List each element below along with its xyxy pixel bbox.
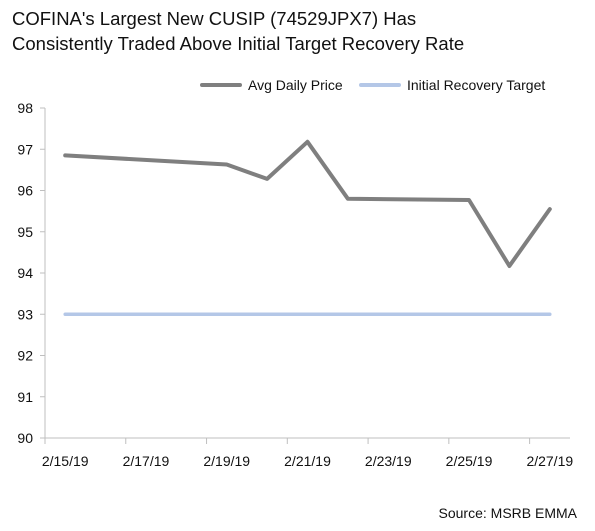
y-tick-label: 90 — [17, 430, 33, 446]
chart-title: COFINA's Largest New CUSIP (74529JPX7) H… — [12, 8, 465, 54]
y-tick-label: 97 — [17, 141, 33, 157]
legend-swatch-initial-recovery-target — [359, 83, 401, 87]
y-tick-label: 91 — [17, 389, 33, 405]
legend-label-avg-daily-price: Avg Daily Price — [248, 77, 343, 93]
y-tick-label: 92 — [17, 348, 33, 364]
legend-item-initial-recovery-target: Initial Recovery Target — [359, 77, 545, 93]
legend-label-initial-recovery-target: Initial Recovery Target — [407, 77, 546, 93]
y-tick-label: 96 — [17, 183, 33, 199]
source-note: Source: MSRB EMMA — [438, 505, 577, 521]
x-tick-label: 2/27/19 — [526, 453, 573, 469]
y-tick-label: 93 — [17, 306, 33, 322]
x-tick-label: 2/23/19 — [365, 453, 412, 469]
x-tick-label: 2/17/19 — [123, 453, 170, 469]
y-tick-label: 95 — [17, 224, 33, 240]
x-tick-label: 2/21/19 — [284, 453, 331, 469]
legend-item-avg-daily-price: Avg Daily Price — [200, 77, 343, 93]
legend-swatch-avg-daily-price — [200, 83, 242, 87]
x-tick-label: 2/15/19 — [42, 453, 89, 469]
y-tick-label: 94 — [17, 265, 33, 281]
y-tick-label: 98 — [17, 100, 33, 116]
x-tick-label: 2/25/19 — [446, 453, 493, 469]
series-line-avg-daily-price — [63, 139, 552, 268]
x-tick-label: 2/19/19 — [203, 453, 250, 469]
